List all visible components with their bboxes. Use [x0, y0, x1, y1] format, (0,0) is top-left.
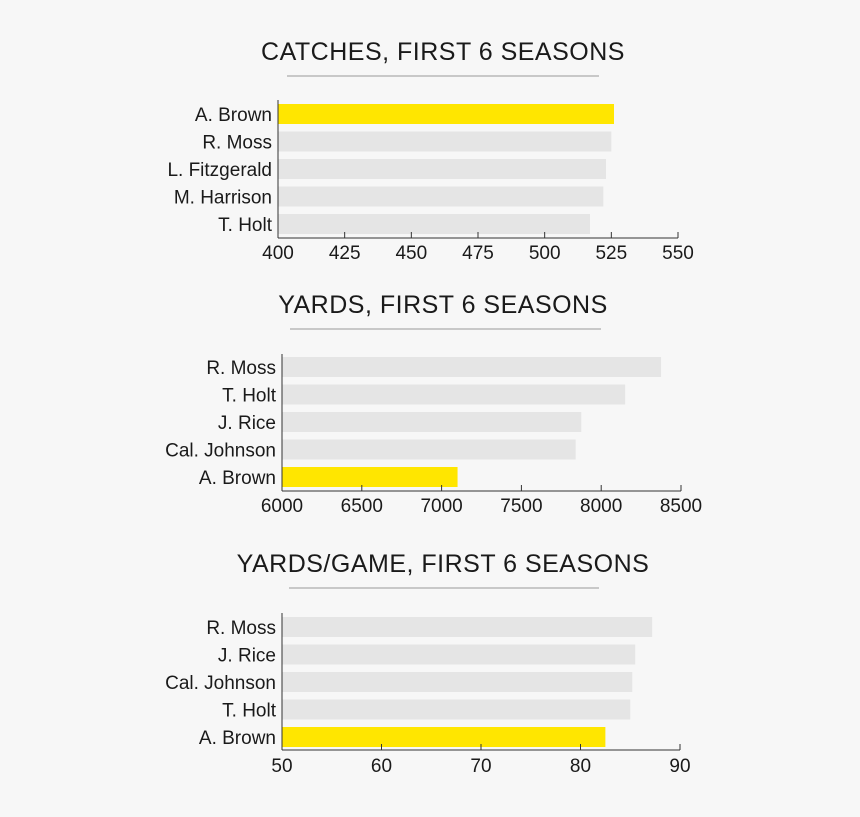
- category-label: T. Holt: [222, 386, 277, 407]
- x-tick-label: 80: [570, 756, 591, 777]
- category-label: J. Rice: [218, 646, 276, 667]
- bar: [282, 439, 576, 460]
- category-label: R. Moss: [206, 618, 276, 639]
- chart-title: YARDS/GAME, FIRST 6 SEASONS: [237, 550, 650, 578]
- x-tick-label: 425: [329, 243, 361, 264]
- x-tick-label: 90: [669, 756, 690, 777]
- category-label: T. Holt: [222, 701, 277, 722]
- bar-highlight: [278, 104, 614, 124]
- chart-title: YARDS, FIRST 6 SEASONS: [278, 291, 608, 319]
- bar: [282, 412, 582, 432]
- x-tick-label: 7500: [500, 496, 542, 517]
- bar: [282, 644, 636, 665]
- category-label: M. Harrison: [174, 188, 272, 209]
- category-label: L. Fitzgerald: [167, 160, 272, 181]
- bar: [278, 214, 590, 234]
- x-tick-label: 8500: [660, 496, 702, 517]
- x-tick-label: 7000: [420, 496, 462, 517]
- x-tick-label: 60: [371, 756, 392, 777]
- category-label: A. Brown: [199, 468, 276, 489]
- x-tick-label: 450: [395, 243, 427, 264]
- x-tick-label: 8000: [580, 496, 622, 517]
- x-tick-label: 50: [271, 756, 292, 777]
- x-tick-label: 525: [595, 243, 627, 264]
- bar: [278, 186, 604, 207]
- bar: [282, 672, 633, 692]
- category-label: Cal. Johnson: [165, 441, 276, 462]
- x-tick-label: 550: [662, 243, 694, 264]
- x-tick-label: 6000: [261, 496, 303, 517]
- x-tick-label: 475: [462, 243, 494, 264]
- bar: [282, 384, 626, 405]
- bar: [282, 357, 662, 377]
- category-label: Cal. Johnson: [165, 673, 276, 694]
- category-label: A. Brown: [199, 728, 276, 749]
- bar: [278, 131, 612, 152]
- x-tick-label: 70: [470, 756, 491, 777]
- category-label: A. Brown: [195, 105, 272, 126]
- x-tick-label: 6500: [341, 496, 383, 517]
- x-tick-label: 500: [529, 243, 561, 264]
- x-tick-label: 400: [262, 243, 294, 264]
- bar-highlight: [282, 727, 606, 747]
- chart-title: CATCHES, FIRST 6 SEASONS: [261, 38, 625, 66]
- category-label: T. Holt: [218, 215, 273, 236]
- bar-highlight: [282, 467, 458, 487]
- category-label: R. Moss: [206, 358, 276, 379]
- category-label: J. Rice: [218, 413, 276, 434]
- category-label: R. Moss: [202, 133, 272, 154]
- bar: [282, 617, 653, 637]
- bar: [282, 699, 631, 720]
- bar: [278, 159, 606, 179]
